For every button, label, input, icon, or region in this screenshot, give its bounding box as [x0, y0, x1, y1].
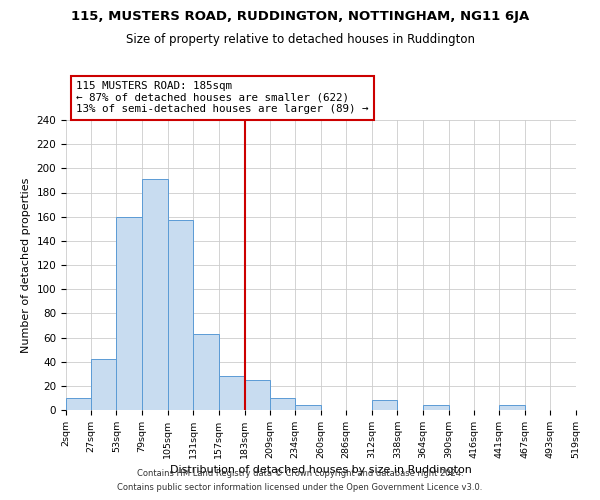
Bar	[142, 179, 167, 410]
Text: Contains HM Land Registry data © Crown copyright and database right 2024.: Contains HM Land Registry data © Crown c…	[137, 468, 463, 477]
Text: Contains public sector information licensed under the Open Government Licence v3: Contains public sector information licen…	[118, 484, 482, 492]
Text: 115 MUSTERS ROAD: 185sqm
← 87% of detached houses are smaller (622)
13% of semi-: 115 MUSTERS ROAD: 185sqm ← 87% of detach…	[76, 81, 368, 114]
Bar	[167, 220, 193, 410]
Bar	[245, 380, 270, 410]
Text: 115, MUSTERS ROAD, RUDDINGTON, NOTTINGHAM, NG11 6JA: 115, MUSTERS ROAD, RUDDINGTON, NOTTINGHA…	[71, 10, 529, 23]
Bar	[295, 405, 320, 410]
Text: Size of property relative to detached houses in Ruddington: Size of property relative to detached ho…	[125, 32, 475, 46]
Bar	[423, 405, 449, 410]
Y-axis label: Number of detached properties: Number of detached properties	[21, 178, 31, 352]
Bar	[91, 359, 116, 410]
Bar	[499, 405, 525, 410]
Bar	[66, 398, 91, 410]
Bar	[193, 334, 219, 410]
Bar	[116, 216, 142, 410]
Bar	[219, 376, 245, 410]
Bar	[372, 400, 397, 410]
X-axis label: Distribution of detached houses by size in Ruddington: Distribution of detached houses by size …	[170, 465, 472, 475]
Bar	[270, 398, 295, 410]
